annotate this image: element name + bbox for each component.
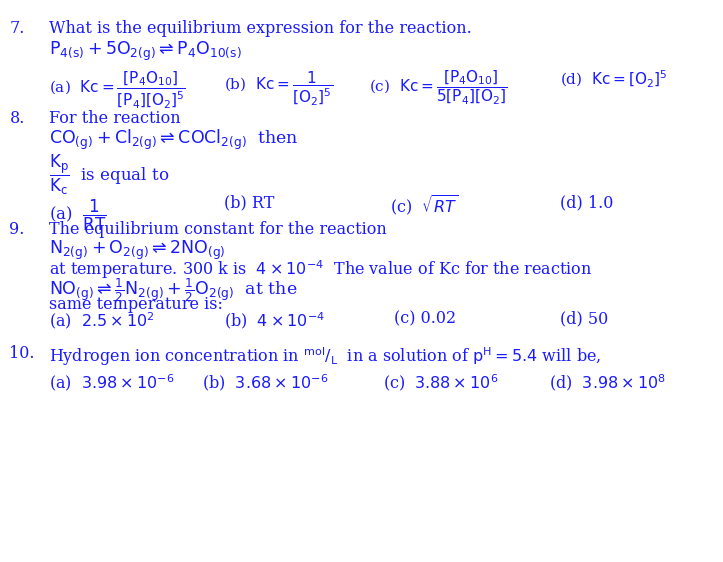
Text: (c)  $\mathrm{Kc=\dfrac{[P_4O_{10}]}{5[P_4][O_2]}}$: (c) $\mathrm{Kc=\dfrac{[P_4O_{10}]}{5[P_… <box>369 69 508 107</box>
Text: (d)  $\mathrm{3.98\times10^{8}}$: (d) $\mathrm{3.98\times10^{8}}$ <box>549 372 667 393</box>
Text: What is the equilibrium expression for the reaction.: What is the equilibrium expression for t… <box>49 20 472 37</box>
Text: same temperature is:: same temperature is: <box>49 296 223 312</box>
Text: (c)  $\sqrt{RT}$: (c) $\sqrt{RT}$ <box>390 194 458 218</box>
Text: (a)  $\mathrm{2.5\times10^2}$: (a) $\mathrm{2.5\times10^2}$ <box>49 310 155 331</box>
Text: $\mathrm{NO_{(g)}\rightleftharpoons\frac{1}{2}N_{2(g)}+\frac{1}{2}O_{2(g)}}$  at: $\mathrm{NO_{(g)}\rightleftharpoons\frac… <box>49 277 298 304</box>
Text: For the reaction: For the reaction <box>49 110 181 126</box>
Text: $\mathrm{CO_{(g)}+Cl_{2(g)}\rightleftharpoons COCl_{2(g)}}$  then: $\mathrm{CO_{(g)}+Cl_{2(g)}\rightlefthar… <box>49 128 299 152</box>
Text: $\mathrm{P_{4(s)}+5O_{2(g)}\rightleftharpoons P_4O_{10(s)}}$: $\mathrm{P_{4(s)}+5O_{2(g)}\rightlefthar… <box>49 39 242 62</box>
Text: (b)  $\mathrm{3.68\times10^{-6}}$: (b) $\mathrm{3.68\times10^{-6}}$ <box>202 372 329 393</box>
Text: (c)  $\mathrm{3.88\times10^{6}}$: (c) $\mathrm{3.88\times10^{6}}$ <box>383 372 499 393</box>
Text: (b)  $\mathrm{Kc=\dfrac{1}{[O_2]^5}}$: (b) $\mathrm{Kc=\dfrac{1}{[O_2]^5}}$ <box>224 69 333 107</box>
Text: Hydrogen ion concentration in $\mathrm{^{mol}/_{L}}$  in a solution of $\mathrm{: Hydrogen ion concentration in $\mathrm{^… <box>49 345 602 368</box>
Text: $\mathrm{N_{2(g)}+O_{2(g)}\rightleftharpoons 2NO_{(g)}}$: $\mathrm{N_{2(g)}+O_{2(g)}\rightleftharp… <box>49 239 226 262</box>
Text: (d)  $\mathrm{Kc=[O_2]^5}$: (d) $\mathrm{Kc=[O_2]^5}$ <box>560 69 668 90</box>
Text: (d) 50: (d) 50 <box>560 310 609 327</box>
Text: at temperature. 300 k is  $\mathrm{4\times10^{-4}}$  The value of Kc for the rea: at temperature. 300 k is $\mathrm{4\time… <box>49 259 593 281</box>
Text: 9.: 9. <box>9 221 25 238</box>
Text: (b) RT: (b) RT <box>224 194 275 211</box>
Text: (a)  $\mathrm{Kc=\dfrac{[P_4O_{10}]}{[P_4][O_2]^5}}$: (a) $\mathrm{Kc=\dfrac{[P_4O_{10}]}{[P_4… <box>49 69 186 110</box>
Text: $\mathrm{\dfrac{K_p}{K_c}}$  is equal to: $\mathrm{\dfrac{K_p}{K_c}}$ is equal to <box>49 153 170 197</box>
Text: 10.: 10. <box>9 345 35 362</box>
Text: The equilibrium constant for the reaction: The equilibrium constant for the reactio… <box>49 221 387 238</box>
Text: (b)  $\mathrm{4\times10^{-4}}$: (b) $\mathrm{4\times10^{-4}}$ <box>224 310 325 331</box>
Text: (c) 0.02: (c) 0.02 <box>394 310 456 327</box>
Text: 8.: 8. <box>9 110 25 126</box>
Text: 7.: 7. <box>9 20 25 37</box>
Text: (a)  $\mathrm{3.98\times10^{-6}}$: (a) $\mathrm{3.98\times10^{-6}}$ <box>49 372 175 393</box>
Text: (a)  $\mathrm{\dfrac{1}{RT}}$: (a) $\mathrm{\dfrac{1}{RT}}$ <box>49 198 106 233</box>
Text: (d) 1.0: (d) 1.0 <box>560 194 614 211</box>
